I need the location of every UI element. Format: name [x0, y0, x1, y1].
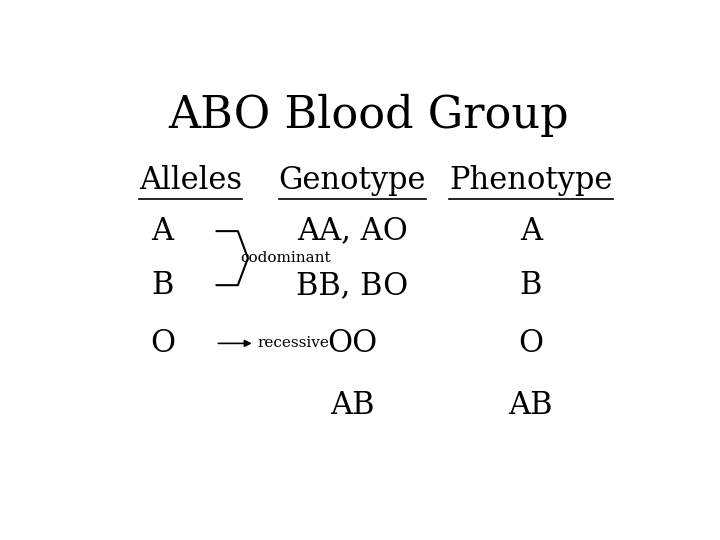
- Text: Alleles: Alleles: [139, 165, 242, 195]
- Text: Genotype: Genotype: [279, 165, 426, 195]
- Text: ABO Blood Group: ABO Blood Group: [168, 94, 570, 137]
- Text: AB: AB: [508, 390, 553, 421]
- Text: A: A: [520, 215, 542, 247]
- Text: O: O: [150, 328, 175, 359]
- Text: A: A: [151, 215, 174, 247]
- Text: O: O: [518, 328, 544, 359]
- Text: AB: AB: [330, 390, 374, 421]
- Text: OO: OO: [327, 328, 377, 359]
- Text: Phenotype: Phenotype: [449, 165, 613, 195]
- Text: BB, BO: BB, BO: [296, 269, 408, 301]
- Text: codominant: codominant: [240, 251, 331, 265]
- Text: AA, AO: AA, AO: [297, 215, 408, 247]
- Text: B: B: [520, 269, 542, 301]
- Text: recessive: recessive: [258, 336, 329, 350]
- Text: B: B: [151, 269, 174, 301]
